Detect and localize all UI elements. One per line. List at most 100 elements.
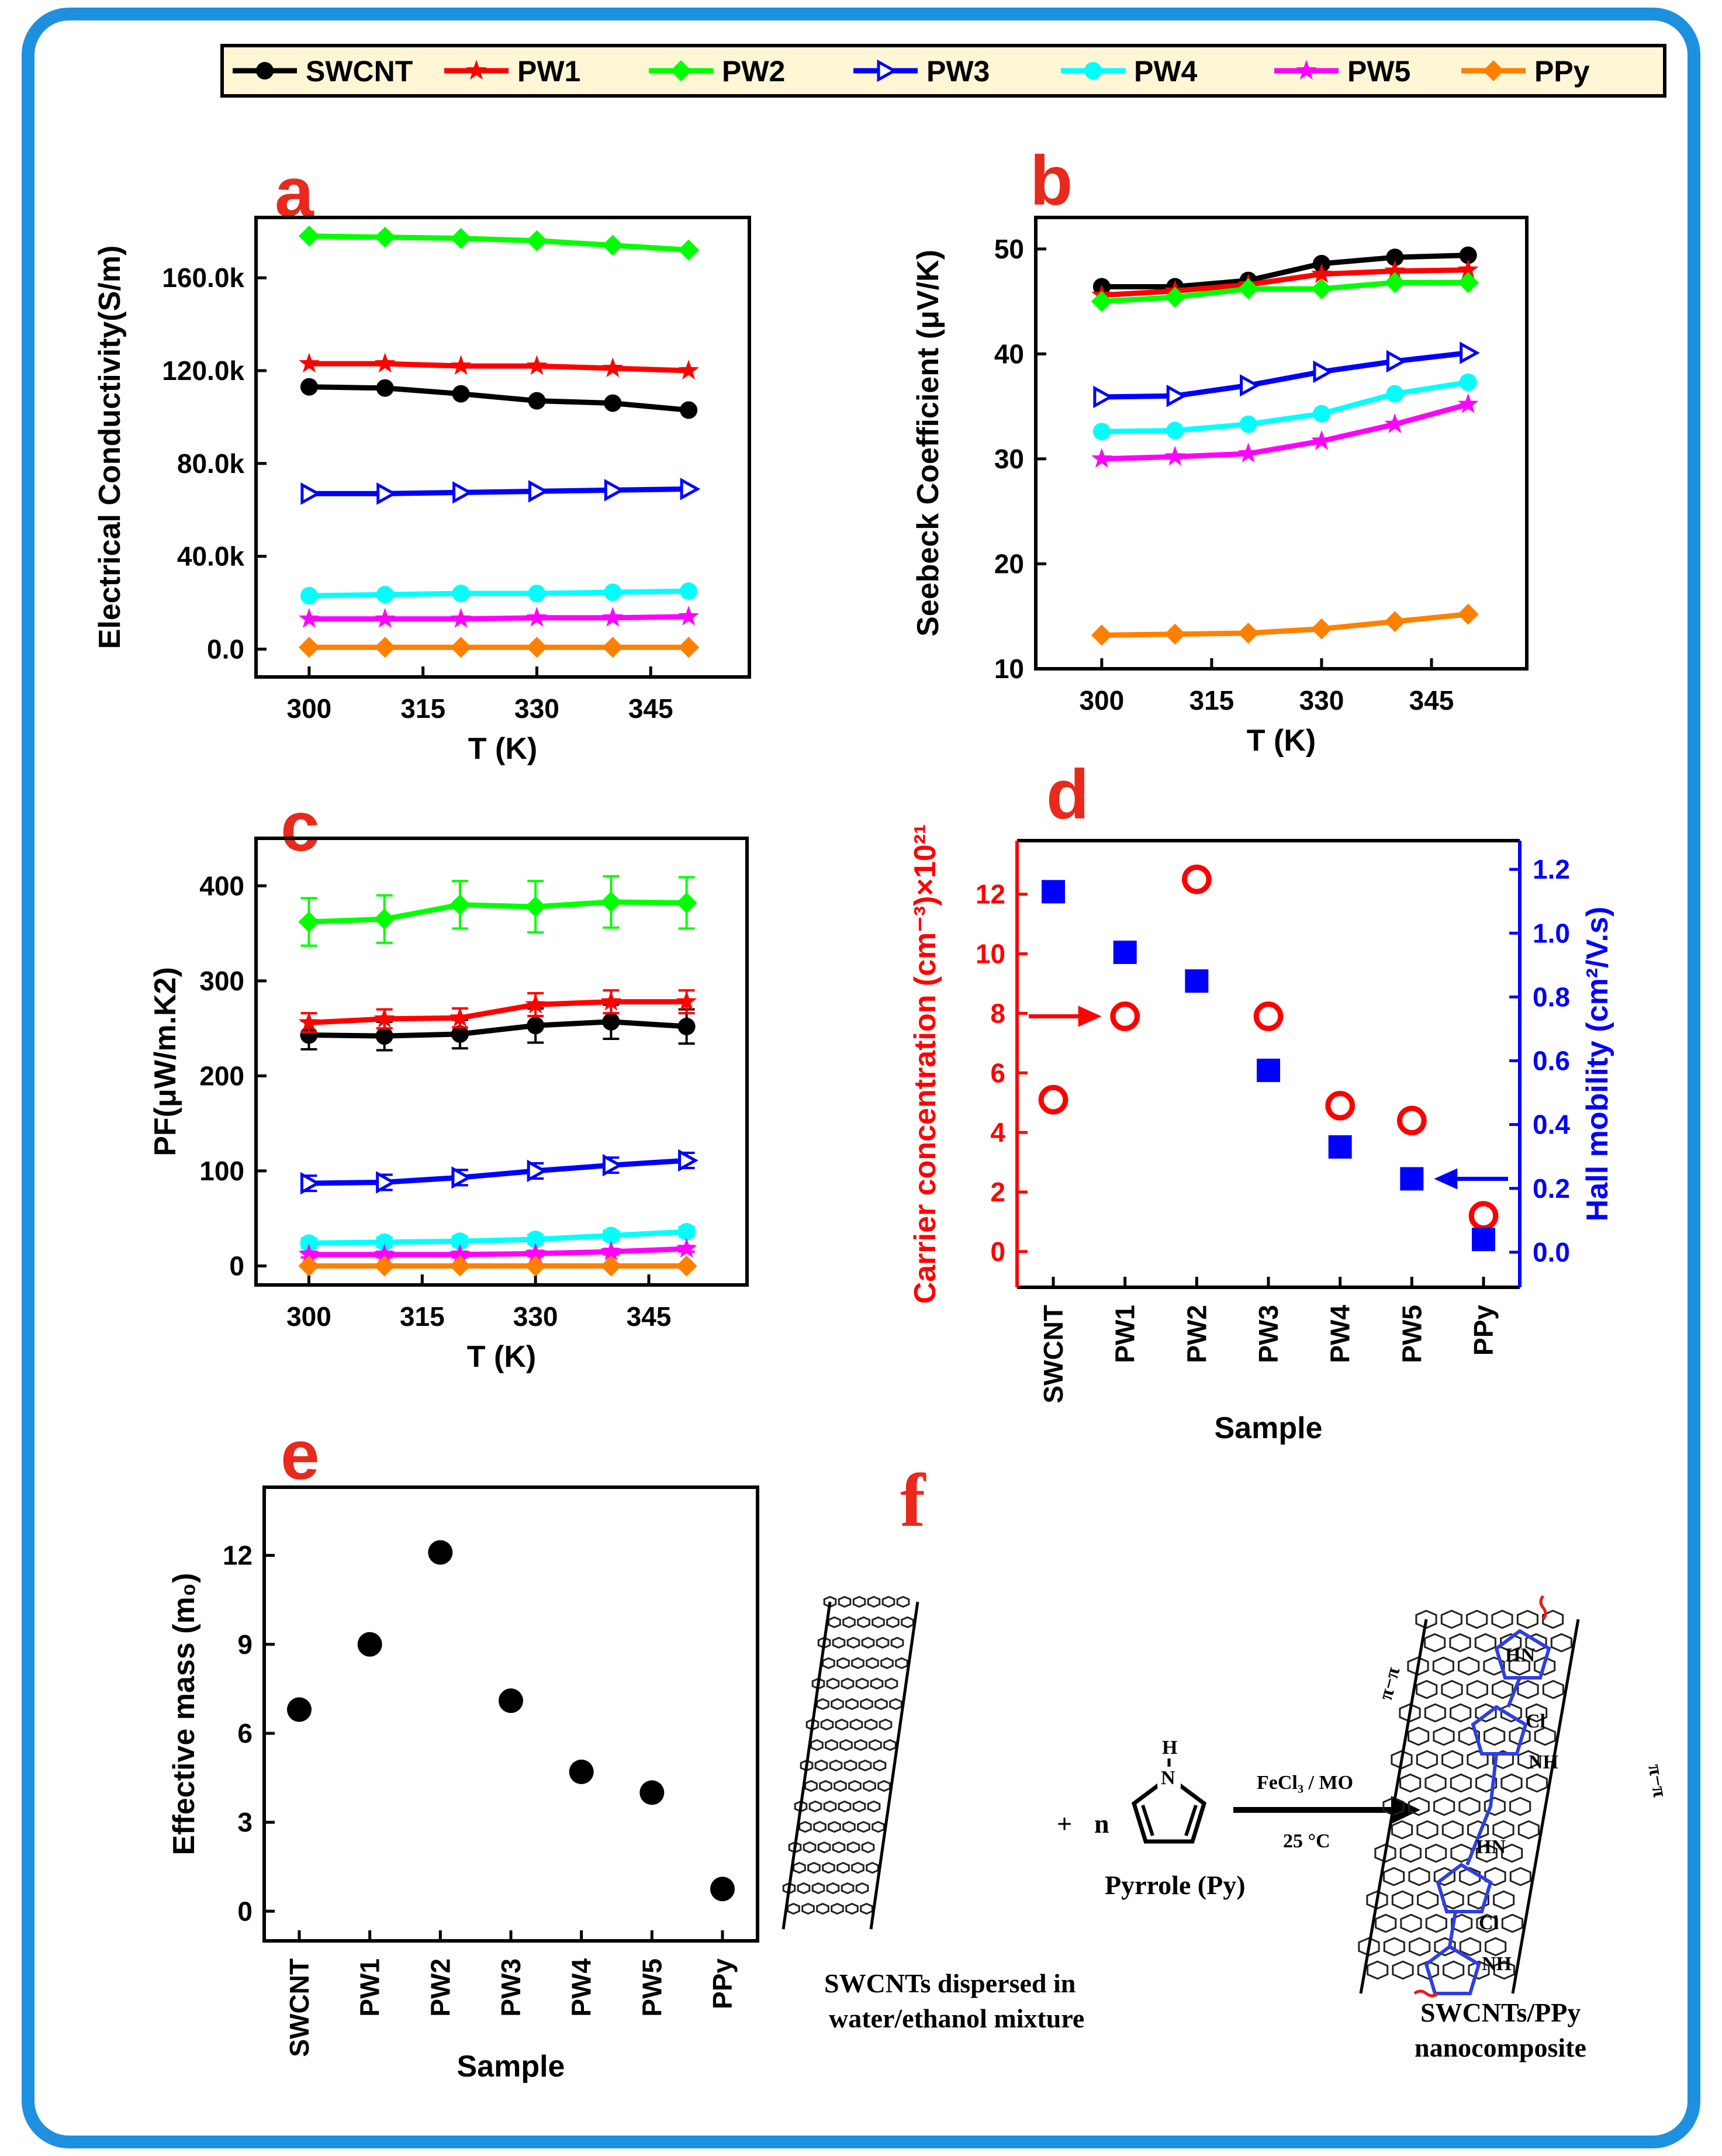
- x-tick-label: 315: [400, 693, 445, 724]
- lattice-hexagon: [1392, 1960, 1414, 1980]
- swcnt-lattice: [782, 1595, 919, 1930]
- series-line: [309, 1019, 687, 1039]
- lattice-hexagon: [870, 1677, 884, 1690]
- left-tick-label: 4: [990, 1117, 1005, 1148]
- legend-label-swcnt: SWCNT: [306, 55, 413, 88]
- data-point: [526, 607, 548, 627]
- lattice-hexagon: [1450, 1843, 1472, 1863]
- lattice-hexagon: [1492, 1680, 1514, 1699]
- lattice-hexagon: [1425, 1843, 1447, 1863]
- lattice-hexagon: [793, 1861, 806, 1874]
- lattice-hexagon: [1375, 1913, 1397, 1933]
- lattice-hexagon: [1450, 1703, 1472, 1723]
- y-tick-label: 50: [994, 234, 1024, 264]
- lattice-hexagon: [838, 1595, 852, 1608]
- lattice-hexagon: [820, 1718, 834, 1731]
- lattice-hexagon: [869, 1739, 882, 1751]
- lattice-hexagon: [1517, 1820, 1540, 1840]
- lattice-hexagon: [819, 1780, 832, 1792]
- lattice-hexagon: [1450, 1773, 1472, 1793]
- y-tick-label: 200: [199, 1060, 244, 1091]
- y-tick-label: 120.0k: [162, 355, 244, 386]
- lattice-hexagon: [1366, 1890, 1388, 1910]
- data-point: [298, 637, 320, 658]
- reaction-arrow-head: [1391, 1796, 1420, 1824]
- lattice-hexagon: [1408, 1796, 1430, 1816]
- data-point: [298, 1243, 320, 1264]
- data-point: [300, 587, 318, 605]
- legend: SWCNT PW1 PW2 PW3 PW4 PW5 PPy: [220, 44, 1666, 98]
- series-pw5: [299, 606, 699, 628]
- data-point: [1237, 278, 1259, 300]
- mobility-point: [1472, 1228, 1495, 1252]
- panel-letter-b: b: [1030, 141, 1073, 220]
- lattice-hexagon: [1501, 1913, 1523, 1933]
- carrier-point: [1038, 1084, 1069, 1115]
- lattice-hexagon: [854, 1739, 867, 1751]
- x-tick-label: PW3: [1253, 1305, 1284, 1363]
- panel-d-carrier-mobility: 0 2 4 6 8 10 12 0.0 0.2 0.4 0.6 0.8 1.0 1.2 SWCNT PW1 PW…: [908, 824, 1614, 1445]
- data-point: [1310, 618, 1332, 640]
- plot-frame: [254, 216, 751, 679]
- data-point: [1093, 385, 1114, 409]
- data-point: [1239, 415, 1257, 433]
- series-pw5: [1091, 393, 1479, 468]
- legend-label-pw4: PW4: [1134, 55, 1198, 88]
- data-point: [678, 637, 700, 658]
- right-tick-label: 0.2: [1533, 1173, 1570, 1204]
- x-tick-label: 315: [400, 1301, 445, 1332]
- data-point: [600, 990, 622, 1011]
- lattice-hexagon: [1441, 1820, 1464, 1840]
- lattice-hexagon: [1525, 1633, 1547, 1653]
- data-point: [1460, 341, 1480, 364]
- lattice-hexagon: [1441, 1680, 1463, 1699]
- lattice-hexagon: [842, 1820, 856, 1833]
- data-point: [526, 355, 548, 375]
- lattice-hexagon: [832, 1636, 846, 1649]
- data-point: [678, 360, 699, 380]
- lattice-hexagon: [1484, 1726, 1506, 1746]
- data-point: [1240, 374, 1260, 397]
- legend-marker-pw4: [1084, 62, 1102, 80]
- x-tick-label: SWCNT: [1038, 1305, 1069, 1404]
- lattice-hexagon: [860, 1698, 873, 1711]
- data-point: [525, 896, 547, 918]
- panel-c-power-factor: 0 100 200 300 400 300 315 330 345 T (K) PF(μW/m.K2…: [148, 837, 749, 1374]
- data-point: [1384, 413, 1406, 433]
- data-point: [300, 1234, 318, 1252]
- lattice-hexagon: [1459, 1867, 1481, 1887]
- data-point: [525, 1255, 547, 1277]
- data-point: [602, 637, 624, 658]
- red-arrow-head: [1078, 1006, 1102, 1027]
- lattice-hexagon: [1458, 1796, 1481, 1816]
- lattice-hexagon: [1425, 1913, 1447, 1933]
- series-line: [309, 1246, 687, 1257]
- x-tick-label: PW4: [566, 1958, 597, 2017]
- lattice-hexagon: [839, 1739, 853, 1751]
- lattice-hexagon: [857, 1820, 870, 1833]
- composite-hn-2: HN: [1476, 1836, 1506, 1858]
- lattice-hexagon: [866, 1861, 879, 1874]
- carrier-point: [1181, 864, 1212, 894]
- data-point: [676, 892, 697, 914]
- mass-point: [569, 1759, 594, 1784]
- reagent-label: FeCl₃ / MO: [1257, 1772, 1353, 1794]
- y-tick-label: 400: [199, 870, 244, 901]
- side-chain-top: [1539, 1595, 1547, 1621]
- lattice-hexagon: [826, 1882, 840, 1895]
- lattice-hexagon: [1409, 1937, 1431, 1957]
- x-tick-label: PW1: [1110, 1305, 1140, 1363]
- lattice-hexagon: [797, 1882, 811, 1895]
- lattice-hexagon: [1416, 1680, 1438, 1699]
- pyrrole-nitrogen: N: [1161, 1767, 1175, 1789]
- x-tick-label: PW5: [637, 1958, 667, 2017]
- lattice-hexagon: [1485, 1937, 1507, 1957]
- lattice-hexagon: [1534, 1656, 1556, 1676]
- lattice-hexagon: [817, 1841, 831, 1854]
- series-pw3: [300, 1149, 699, 1195]
- data-point: [602, 1013, 620, 1031]
- panel-letter-a: a: [275, 153, 314, 232]
- legend-marker-pw2: [670, 60, 691, 81]
- lattice-hexagon: [1407, 1656, 1429, 1676]
- lattice-hexagon: [845, 1902, 859, 1915]
